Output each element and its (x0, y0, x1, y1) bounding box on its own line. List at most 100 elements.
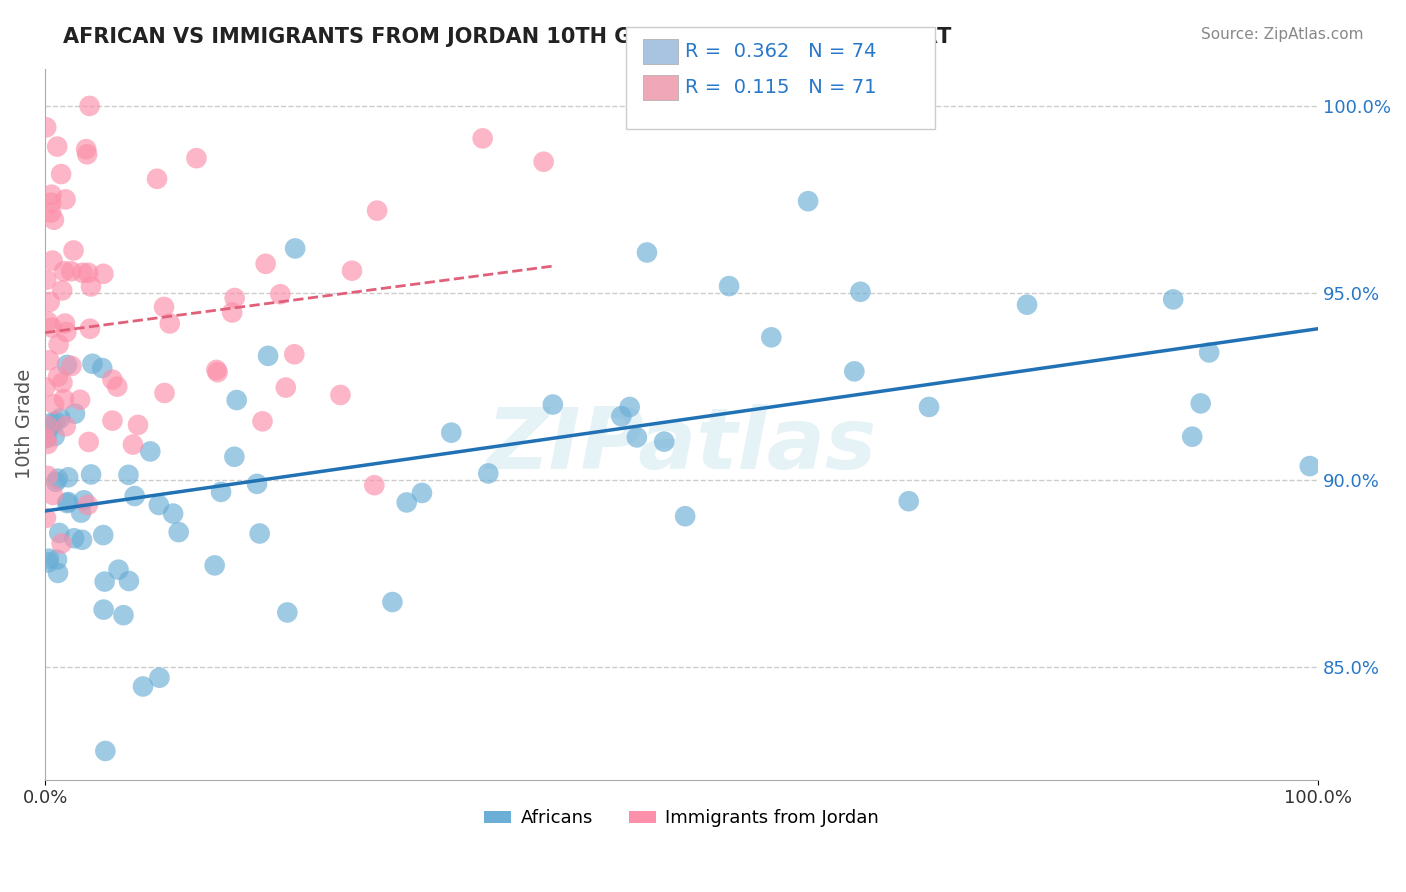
Point (53, 317, 76, 331)
Point (610, 409, 633, 424)
Point (39, 195, 62, 210)
Point (117, 467, 139, 482)
Point (153, 300, 176, 314)
Point (60, 264, 83, 278)
Point (153, 386, 176, 401)
Point (62, 244, 84, 258)
Point (276, 606, 298, 620)
Point (148, 671, 170, 685)
Point (80, 279, 103, 293)
Point (1015, 298, 1038, 312)
Point (63, 531, 86, 545)
Point (53, 392, 76, 407)
Point (42, 212, 65, 227)
Point (48, 337, 70, 351)
Point (284, 242, 307, 256)
Text: AFRICAN VS IMMIGRANTS FROM JORDAN 10TH GRADE CORRELATION CHART: AFRICAN VS IMMIGRANTS FROM JORDAN 10TH G… (63, 27, 952, 46)
Point (63, 407, 86, 421)
Point (41, 187, 63, 202)
Point (918, 400, 941, 414)
Point (56, 358, 79, 372)
Point (49, 167, 72, 181)
Point (1198, 345, 1220, 359)
Point (225, 393, 247, 408)
Point (797, 194, 820, 209)
Point (619, 400, 641, 414)
Point (897, 494, 920, 508)
Point (101, 373, 124, 387)
Point (249, 526, 271, 541)
Point (91, 361, 114, 376)
Point (127, 417, 149, 432)
Point (46, 369, 69, 384)
Point (533, 154, 555, 169)
Point (72, 266, 94, 280)
Point (70, 533, 93, 547)
Point (79, 322, 101, 336)
Point (41, 320, 63, 334)
Text: Source: ZipAtlas.com: Source: ZipAtlas.com (1201, 27, 1364, 42)
Text: R =  0.362   N = 74: R = 0.362 N = 74 (685, 42, 876, 62)
Point (1161, 293, 1184, 307)
Point (38, 353, 60, 368)
Point (252, 414, 274, 428)
Point (35, 120, 58, 135)
Legend: Africans, Immigrants from Jordan: Africans, Immigrants from Jordan (477, 802, 886, 835)
Point (254, 257, 277, 271)
Point (46, 139, 69, 153)
Point (93, 602, 115, 616)
Point (363, 478, 385, 492)
Point (56, 496, 79, 510)
Text: R =  0.115   N = 71: R = 0.115 N = 71 (685, 78, 876, 97)
Point (132, 680, 155, 694)
Point (55, 325, 77, 339)
Point (209, 484, 232, 499)
Point (366, 203, 388, 218)
Point (35, 431, 58, 445)
Point (93, 267, 115, 281)
Point (48, 525, 70, 540)
Point (38, 551, 60, 566)
Point (107, 563, 129, 577)
Point (636, 245, 658, 260)
Point (541, 398, 564, 412)
Point (94, 744, 117, 758)
Point (139, 444, 162, 458)
Point (101, 414, 124, 428)
Point (411, 486, 433, 500)
Point (93, 574, 115, 589)
Point (38, 421, 60, 435)
Point (761, 330, 783, 344)
Point (82, 357, 104, 371)
Point (381, 595, 404, 609)
Point (77, 266, 100, 280)
Point (471, 131, 494, 145)
Point (58, 470, 80, 484)
Point (626, 430, 648, 444)
Point (118, 574, 141, 588)
Point (58, 495, 80, 509)
Point (395, 495, 418, 509)
Point (55, 419, 77, 434)
Point (159, 317, 181, 331)
Point (283, 347, 305, 361)
Point (148, 498, 170, 512)
Point (221, 305, 243, 319)
Point (91, 528, 114, 542)
Point (652, 434, 675, 449)
Point (37, 315, 59, 329)
Point (329, 388, 352, 402)
Point (477, 467, 499, 481)
Point (34, 380, 56, 394)
Point (207, 365, 229, 379)
Point (37, 437, 59, 451)
Point (35, 511, 58, 525)
Text: ZIPatlas: ZIPatlas (486, 404, 877, 487)
Point (34, 431, 56, 445)
Point (274, 380, 297, 394)
Point (53, 264, 76, 278)
Point (51, 376, 73, 390)
Point (51, 536, 73, 550)
Point (39, 205, 62, 219)
Point (38, 294, 60, 309)
